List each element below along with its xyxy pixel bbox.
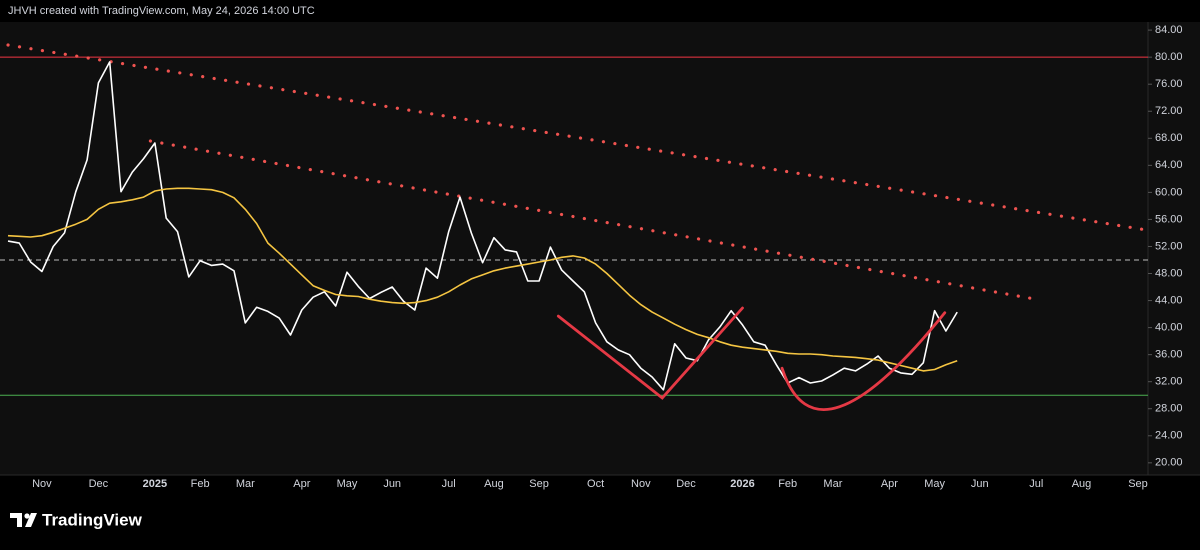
logo-mark bbox=[25, 513, 37, 527]
y-tick-label: 36.00 bbox=[1155, 349, 1183, 361]
y-tick-label: 68.00 bbox=[1155, 132, 1183, 144]
drawing-polyline bbox=[556, 306, 744, 400]
y-tick-label: 56.00 bbox=[1155, 213, 1183, 225]
y-tick-label: 60.00 bbox=[1155, 186, 1183, 198]
price-axis bbox=[1148, 22, 1200, 475]
x-tick-label: Jul bbox=[442, 478, 456, 490]
x-tick-label: Oct bbox=[587, 478, 604, 490]
x-tick-label: Mar bbox=[823, 478, 842, 490]
x-tick-label: 2026 bbox=[730, 478, 754, 490]
plot bbox=[0, 43, 1150, 411]
x-tick-label: 2025 bbox=[143, 478, 167, 490]
y-tick-label: 28.00 bbox=[1155, 403, 1183, 415]
y-tick-label: 72.00 bbox=[1155, 105, 1183, 117]
x-tick-label: Jun bbox=[383, 478, 401, 490]
y-tick-label: 76.00 bbox=[1155, 78, 1183, 90]
x-tick-label: Nov bbox=[631, 478, 651, 490]
x-tick-label: Apr bbox=[293, 478, 310, 490]
x-tick-label: May bbox=[337, 478, 358, 490]
y-tick-label: 40.00 bbox=[1155, 322, 1183, 334]
y-tick-label: 84.00 bbox=[1155, 24, 1183, 36]
x-tick-label: Feb bbox=[778, 478, 797, 490]
x-tick-label: Jul bbox=[1029, 478, 1043, 490]
x-tick-label: Aug bbox=[484, 478, 504, 490]
x-tick-label: Feb bbox=[191, 478, 210, 490]
plot-area bbox=[0, 22, 1148, 475]
x-tick-label: May bbox=[924, 478, 945, 490]
y-tick-label: 48.00 bbox=[1155, 267, 1183, 279]
y-tick-label: 32.00 bbox=[1155, 376, 1183, 388]
brand-logo bbox=[10, 513, 37, 527]
y-tick-label: 52.00 bbox=[1155, 240, 1183, 252]
series-line bbox=[7, 61, 958, 391]
drawing-dotted bbox=[148, 139, 1042, 302]
y-tick-label: 44.00 bbox=[1155, 294, 1183, 306]
x-tick-label: Sep bbox=[529, 478, 549, 490]
header-text: JHVH created with TradingView.com, May 2… bbox=[8, 5, 315, 17]
x-tick-label: Apr bbox=[881, 478, 898, 490]
x-tick-label: Aug bbox=[1072, 478, 1092, 490]
y-tick-label: 20.00 bbox=[1155, 457, 1183, 469]
drawing-curve bbox=[780, 311, 947, 411]
y-tick-label: 24.00 bbox=[1155, 430, 1183, 442]
x-tick-label: Jun bbox=[971, 478, 989, 490]
brand-name: TradingView bbox=[42, 510, 143, 529]
y-tick-label: 80.00 bbox=[1155, 51, 1183, 63]
logo-mark bbox=[10, 513, 22, 527]
x-tick-label: Nov bbox=[32, 478, 52, 490]
logo-mark bbox=[24, 513, 30, 519]
drawing-dotted bbox=[6, 43, 1150, 232]
x-tick-label: Dec bbox=[89, 478, 109, 490]
series-line bbox=[7, 187, 958, 372]
x-tick-label: Mar bbox=[236, 478, 255, 490]
x-tick-label: Dec bbox=[676, 478, 696, 490]
y-tick-label: 64.00 bbox=[1155, 159, 1183, 171]
x-tick-label: Sep bbox=[1128, 478, 1148, 490]
